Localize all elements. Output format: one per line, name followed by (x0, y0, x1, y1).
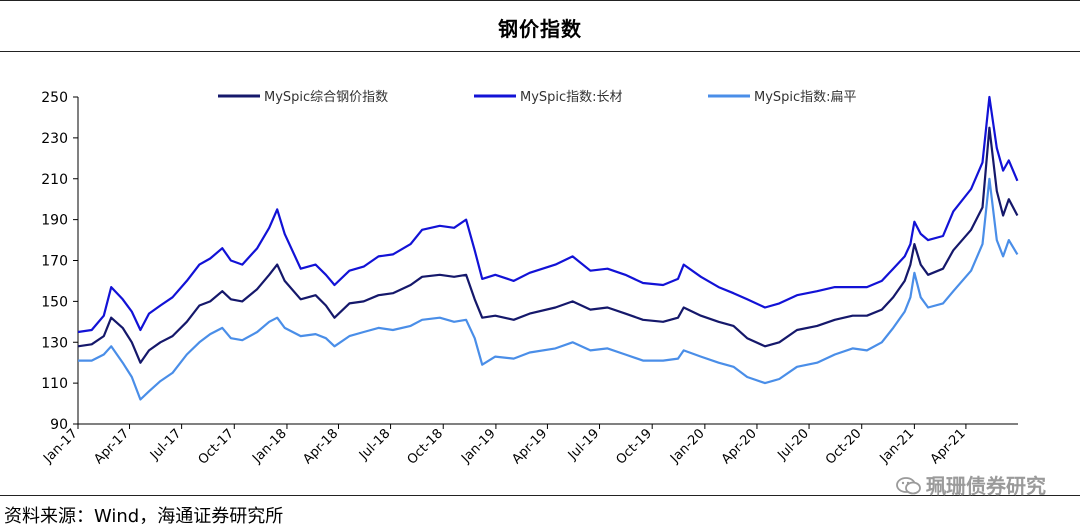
series-line-2 (77, 95, 1019, 334)
chart-title: 钢价指数 (498, 17, 582, 41)
legend: MySpic综合钢价指数 MySpic指数:长材 MySpic指数:扁平 (218, 90, 857, 105)
x-tick-label: Jul-18 (356, 426, 393, 463)
x-tick-label: Apr-19 (509, 426, 550, 467)
legend-label-2: MySpic指数:长材 (520, 90, 623, 105)
watermark: 珮珊债券研究 (896, 470, 1046, 499)
watermark-text: 珮珊债券研究 (926, 474, 1046, 498)
x-tick-label: Jan-18 (249, 426, 290, 467)
series-line-3 (78, 177, 1019, 401)
bottom-rule (0, 495, 1080, 496)
x-tick-label: Jan-20 (667, 426, 708, 467)
y-tick-label: 210 (41, 172, 68, 188)
y-tick-label: 110 (41, 376, 68, 392)
x-tick-label: Oct-19 (613, 426, 655, 468)
legend-label-1: MySpic综合钢价指数 (264, 90, 388, 105)
y-tick-label: 170 (41, 254, 68, 270)
x-tick-label: Jul-17 (147, 426, 184, 463)
x-tick-label: Apr-21 (928, 426, 969, 467)
source-note: 资料来源：Wind，海通证券研究所 (4, 506, 284, 527)
x-tick-label: Oct-18 (405, 426, 447, 468)
y-tick-label: 250 (41, 90, 68, 106)
x-tick-label: Oct-17 (196, 426, 238, 468)
chart-area: 90 110 130 150 170 190 210 230 250 Jan-17 Apr-17 Ju… (0, 60, 1080, 490)
y-tick-label: 130 (41, 335, 68, 351)
y-tick-label: 190 (41, 213, 68, 229)
x-tick-label: Oct-20 (823, 426, 865, 468)
legend-label-3: MySpic指数:扁平 (754, 90, 857, 105)
series-line-1 (77, 126, 1019, 364)
x-tick-label: Apr-17 (91, 426, 132, 467)
y-tick-label: 230 (41, 131, 68, 147)
x-tick-label: Apr-20 (719, 426, 760, 467)
title-bar: 钢价指数 (0, 0, 1080, 52)
x-tick-label: Jan-19 (458, 426, 499, 467)
x-tick-label: Jul-19 (565, 426, 602, 463)
wechat-icon (896, 477, 921, 495)
y-tick-label: 150 (41, 294, 68, 310)
x-tick-label: Jan-21 (877, 426, 918, 467)
x-tick-label: Apr-18 (300, 426, 341, 467)
y-tick-label: 90 (50, 417, 68, 433)
x-tick-label: Jul-20 (774, 426, 811, 463)
series-lines (77, 95, 1019, 401)
